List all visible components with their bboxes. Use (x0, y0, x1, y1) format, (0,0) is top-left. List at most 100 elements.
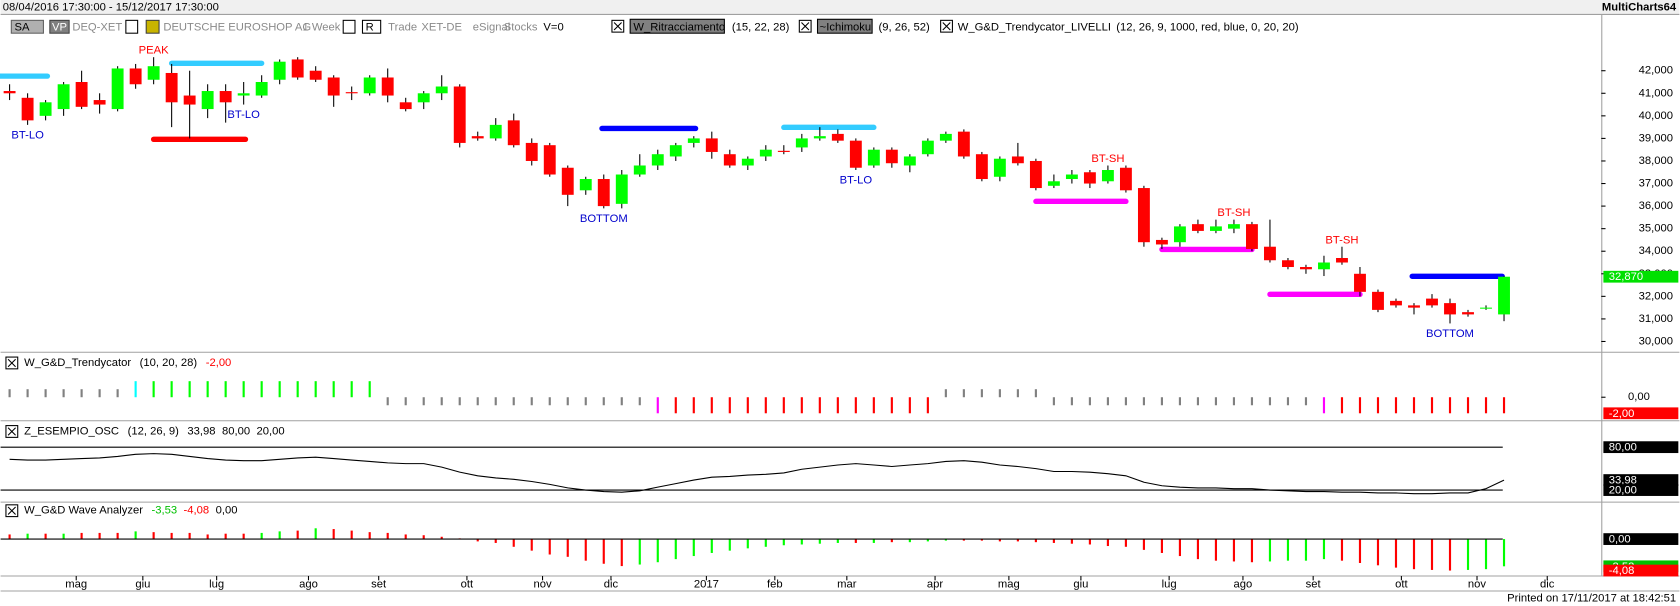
candle-body (1246, 224, 1258, 249)
candle-body (939, 133, 952, 141)
bar (1142, 539, 1145, 550)
candle-body (93, 100, 106, 105)
bar (170, 532, 173, 540)
candle-body (39, 102, 52, 116)
checkbox-mark (7, 506, 16, 515)
price-marker-label: 80,00 (1609, 442, 1637, 454)
bar (1070, 539, 1073, 544)
bar (674, 539, 677, 560)
candle-body (1119, 167, 1132, 191)
bar (818, 397, 821, 414)
checkbox[interactable] (798, 19, 812, 33)
x-tick-label: set (1306, 579, 1322, 591)
study-button[interactable] (629, 18, 725, 34)
bar (458, 397, 461, 406)
annotation: BT-SH (1091, 153, 1124, 165)
candle-body (1444, 303, 1456, 315)
y-tick-label: 35,000 (1639, 223, 1673, 235)
bar (1232, 539, 1236, 562)
candle-body (1209, 226, 1222, 231)
x-tick-label: nov (533, 579, 551, 591)
price-marker (1603, 564, 1679, 577)
bar (8, 389, 11, 398)
price-marker-label: -4,08 (1609, 565, 1635, 577)
candle-body (561, 167, 574, 195)
bar (1304, 539, 1308, 561)
bar (512, 539, 515, 547)
bar (818, 539, 821, 544)
bar (1250, 539, 1254, 563)
bar (332, 529, 335, 540)
candle-body (669, 145, 682, 157)
x-tick-label: lug (1162, 579, 1177, 591)
bar (1448, 539, 1452, 571)
r-button[interactable] (361, 19, 382, 34)
bar (1502, 539, 1506, 567)
bar (422, 535, 425, 540)
candle-body (741, 158, 754, 166)
bar (1430, 397, 1434, 414)
study-title: W_G&D_Trendycator (10, 20, 28) -2,00 (24, 357, 231, 369)
header-item: -2,00 (206, 357, 232, 369)
bar (1412, 539, 1416, 570)
annotation: BOTTOM (1426, 328, 1474, 340)
bar (1376, 539, 1380, 566)
bar (350, 530, 353, 540)
bar (1052, 539, 1055, 543)
candle-body (831, 133, 844, 141)
header-item: W_G&D Wave Analyzer (24, 505, 143, 517)
bar (962, 539, 965, 541)
bar (278, 381, 281, 398)
y-tick-label: 36,000 (1639, 200, 1673, 212)
vp-button[interactable] (49, 19, 70, 34)
candle-body (273, 61, 286, 80)
header-item: 20,00 (257, 425, 285, 437)
candle-body (957, 131, 970, 157)
bar (44, 533, 47, 540)
header-item: (12, 26, 9) (128, 425, 179, 437)
candle-body (921, 140, 934, 155)
candle-body (147, 66, 160, 80)
toolbar-item: DEUTSCHE EUROSHOP AG (163, 21, 311, 33)
candle-body (165, 72, 178, 103)
x-tick-label: 2017 (694, 579, 719, 591)
candle-body (1083, 172, 1096, 184)
price-marker-label: 33,98 (1609, 475, 1637, 487)
toolbar-item: 1 Week (303, 21, 341, 33)
bar (1142, 397, 1145, 406)
annotation: BT-LO (11, 130, 44, 142)
price-marker-label: 20,00 (1609, 485, 1637, 497)
candle-body (3, 91, 16, 94)
y-tick-label: 40,000 (1639, 110, 1673, 122)
bar (1340, 397, 1344, 414)
toolbar-item: W_G&D_Trendycator_LIVELLI (958, 21, 1111, 33)
bar (386, 397, 389, 406)
dropdown[interactable] (125, 19, 139, 34)
checkbox[interactable] (940, 19, 953, 33)
bar (548, 539, 551, 555)
candle-body (1390, 300, 1402, 306)
price-marker (1603, 484, 1679, 496)
symbol-button[interactable] (10, 19, 44, 34)
checkbox[interactable] (611, 19, 625, 33)
candle-body (219, 91, 232, 103)
candle-body (129, 68, 142, 85)
candle-body (327, 77, 340, 96)
bar (1124, 539, 1127, 547)
candle-body (453, 86, 466, 143)
price-marker-label: -2,00 (1609, 408, 1635, 420)
dropdown[interactable] (342, 19, 356, 34)
bar (242, 533, 245, 540)
bar (728, 397, 731, 414)
bar (260, 381, 263, 398)
candle-body (1336, 257, 1348, 263)
candle-body (507, 120, 520, 146)
bar (152, 381, 155, 398)
bar (404, 397, 407, 406)
annotation: BT-LO (227, 109, 260, 121)
price-marker-label: 0,00 (1609, 534, 1631, 546)
bar (890, 539, 893, 543)
bar (800, 397, 803, 414)
study-button[interactable] (816, 18, 873, 34)
